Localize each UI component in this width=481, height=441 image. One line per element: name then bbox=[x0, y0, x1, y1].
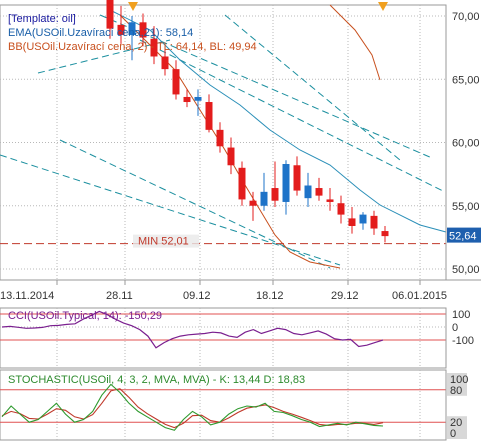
date-axis-label: 09.12 bbox=[183, 290, 211, 302]
stoch-axis-box bbox=[447, 383, 467, 396]
channel-line bbox=[37, 39, 171, 74]
stoch-axis-box bbox=[447, 373, 467, 385]
candle-body bbox=[315, 188, 323, 196]
cci-axis-label: -100 bbox=[452, 335, 474, 347]
candle-body bbox=[293, 165, 301, 191]
candle-body bbox=[348, 218, 356, 226]
date-axis-label: 29.12 bbox=[331, 290, 359, 302]
ema-line bbox=[109, 9, 447, 233]
candle-body bbox=[150, 38, 158, 57]
bb-upper-line bbox=[329, 4, 381, 81]
channel-line bbox=[59, 139, 331, 269]
channel-line bbox=[224, 14, 401, 161]
candle-body bbox=[183, 96, 191, 103]
candle-body bbox=[128, 22, 136, 35]
last-price-label: 52,64 bbox=[449, 231, 477, 243]
cci-line bbox=[1, 310, 384, 349]
date-axis-label: 28.11 bbox=[106, 290, 133, 302]
date-axis-label: 18.12 bbox=[256, 290, 284, 302]
candle-body bbox=[337, 203, 345, 215]
candle-body bbox=[238, 167, 246, 200]
candle-body bbox=[216, 129, 224, 147]
cci-axis-label: 100 bbox=[452, 309, 470, 321]
price-axis-label: 50,00 bbox=[452, 264, 480, 276]
stoch-plot-area bbox=[0, 369, 447, 441]
channel-line bbox=[0, 154, 341, 266]
candle-body bbox=[139, 22, 147, 38]
stoch-axis-label: 0 bbox=[450, 428, 456, 440]
candle-body bbox=[106, 0, 114, 29]
ema-label: EMA(USOil.Uzavírací cena,21): 58,14 bbox=[8, 27, 194, 39]
channel-line bbox=[139, 39, 446, 193]
stoch-axis-box bbox=[447, 427, 467, 439]
stoch-axis-label: 100 bbox=[450, 374, 468, 386]
candle-body bbox=[304, 185, 312, 199]
date-axis-label: 06.01.2015 bbox=[392, 290, 447, 302]
stochastic-label: STOCHASTIC(USOil, 4, 3, 2, MVA, MVA) - K… bbox=[8, 374, 306, 386]
candle-body bbox=[326, 199, 334, 202]
cci-panel[interactable]: 100 0 -100 CCI(USOil.Typical, 14): -150,29 bbox=[0, 307, 481, 369]
price-axis-label: 55,00 bbox=[452, 201, 480, 213]
template-label: [Template: oil] bbox=[8, 13, 76, 25]
candle-body bbox=[205, 102, 213, 130]
stoch-axis-box bbox=[447, 416, 467, 429]
candle-body bbox=[370, 215, 378, 229]
event-marker-icon bbox=[378, 2, 388, 11]
price-chart[interactable]: MIN 52,01 70,00 65,00 60,00 55,00 50,00 52,64 1… bbox=[0, 0, 481, 307]
candle-body bbox=[161, 56, 169, 70]
price-axis-label: 70,00 bbox=[452, 11, 480, 23]
min-label-box bbox=[133, 234, 199, 248]
candle-body bbox=[249, 200, 257, 206]
cci-axis-label: 0 bbox=[452, 322, 458, 334]
candle-body bbox=[194, 96, 202, 101]
date-axis-label: 13.11.2014 bbox=[0, 290, 54, 302]
bb-label: BB(USOil.Uzavírací cena, 2) - TL: 64,14,… bbox=[8, 41, 257, 53]
candle-body bbox=[227, 147, 235, 166]
stoch-k-line bbox=[1, 383, 384, 431]
candle-body bbox=[117, 24, 125, 35]
candle-body bbox=[359, 214, 367, 224]
stoch-d-line bbox=[1, 388, 384, 429]
candle-body bbox=[260, 191, 268, 206]
candle-body bbox=[271, 188, 279, 201]
cci-plot-area bbox=[0, 307, 447, 369]
candle-body bbox=[381, 231, 389, 237]
stochastic-panel[interactable]: 100 80 20 0 STOCHASTIC(USOil, 4, 3, 2, MVA,… bbox=[0, 369, 481, 441]
price-chart-panel[interactable]: MIN 52,01 70,00 65,00 60,00 55,00 50,00 52,64 1… bbox=[0, 0, 481, 307]
candle-body bbox=[282, 164, 290, 202]
event-marker-icon bbox=[128, 2, 138, 11]
price-axis-label: 65,00 bbox=[452, 74, 480, 86]
price-axis-label: 60,00 bbox=[452, 138, 480, 150]
min-label: MIN 52,01 bbox=[138, 236, 189, 248]
stoch-axis-label: 80 bbox=[450, 385, 462, 397]
stoch-axis-label: 20 bbox=[450, 417, 462, 429]
cci-axis-box bbox=[447, 307, 467, 320]
cci-label: CCI(USOil.Typical, 14): -150,29 bbox=[8, 310, 163, 322]
candle-body bbox=[172, 69, 180, 95]
last-price-badge bbox=[447, 227, 481, 243]
